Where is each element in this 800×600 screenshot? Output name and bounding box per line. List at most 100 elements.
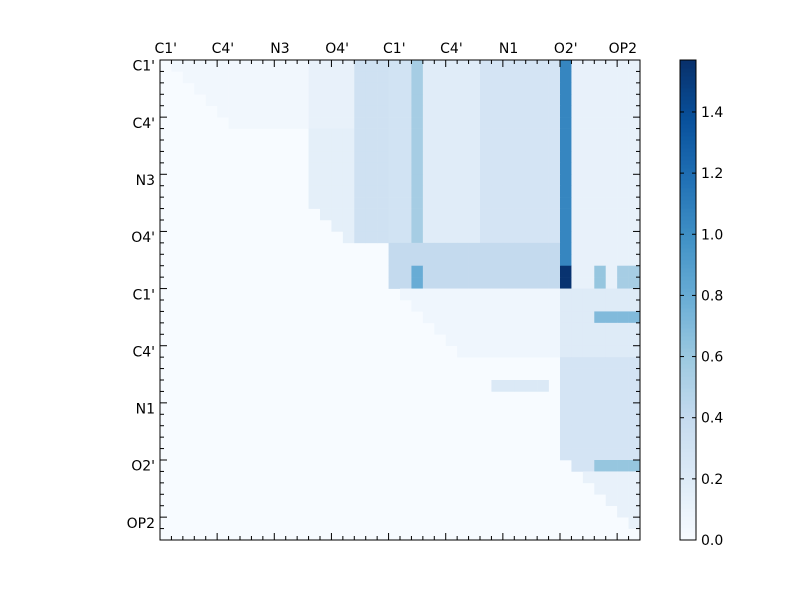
- heatmap-cell: [560, 82, 572, 95]
- heatmap-cell: [480, 82, 492, 95]
- heatmap-cell: [514, 322, 527, 335]
- heatmap-cell: [605, 494, 618, 507]
- heatmap-cell: [377, 105, 389, 118]
- heatmap-cell: [480, 254, 492, 267]
- heatmap-cell: [377, 140, 389, 152]
- heatmap-cell: [582, 94, 595, 107]
- heatmap-cell: [491, 254, 504, 267]
- heatmap-cell: [388, 60, 401, 72]
- heatmap-cell: [434, 174, 447, 187]
- heatmap-cell: [320, 105, 332, 118]
- heatmap-cell: [365, 197, 378, 209]
- heatmap-cell: [594, 254, 607, 267]
- colorbar-segment: [680, 108, 696, 113]
- heatmap-cell: [502, 265, 515, 278]
- heatmap-cell: [617, 174, 629, 187]
- heatmap-cell: [400, 277, 412, 289]
- heatmap-cell: [594, 174, 607, 187]
- heatmap-cell: [457, 117, 469, 129]
- colorbar-segment: [680, 380, 696, 385]
- colorbar-tick-label: 0.4: [701, 411, 723, 427]
- heatmap-cell: [388, 162, 401, 175]
- heatmap-cell: [411, 231, 424, 244]
- heatmap-cell: [514, 380, 527, 392]
- colorbar-segment: [680, 464, 696, 469]
- heatmap-cell: [582, 368, 595, 381]
- heatmap-cell: [560, 231, 572, 244]
- heatmap-cell: [571, 231, 584, 244]
- heatmap-cell: [445, 94, 458, 107]
- heatmap-cell: [422, 197, 435, 209]
- heatmap-cell: [457, 311, 469, 324]
- heatmap-cell: [297, 71, 309, 84]
- heatmap-cell: [537, 322, 549, 335]
- heatmap-cell: [308, 117, 321, 129]
- heatmap-cell: [548, 220, 561, 232]
- heatmap-cell: [560, 220, 572, 232]
- heatmap-cell: [342, 220, 355, 232]
- colorbar-segment: [680, 480, 696, 485]
- heatmap-cell: [514, 82, 527, 95]
- colorbar-segment: [680, 460, 696, 465]
- colorbar-segment: [680, 72, 696, 77]
- colorbar-segment: [680, 436, 696, 441]
- heatmap-cell: [377, 151, 389, 164]
- heatmap-cell: [571, 357, 584, 369]
- heatmap-cell: [434, 71, 447, 84]
- heatmap-cell: [354, 208, 367, 221]
- colorbar-segment: [680, 208, 696, 213]
- heatmap-cell: [582, 288, 595, 301]
- heatmap-cell: [445, 60, 458, 72]
- colorbar-segment: [680, 128, 696, 133]
- heatmap-cell: [491, 380, 504, 392]
- heatmap-cell: [468, 220, 481, 232]
- heatmap-cell: [617, 322, 629, 335]
- colorbar-segment: [680, 296, 696, 301]
- heatmap-cell: [582, 391, 595, 404]
- colorbar-segment: [680, 364, 696, 369]
- heatmap-cell: [491, 288, 504, 301]
- heatmap-cell: [480, 265, 492, 278]
- heatmap-cell: [342, 140, 355, 152]
- heatmap-cell: [377, 128, 389, 141]
- heatmap-cell: [548, 265, 561, 278]
- heatmap-cell: [354, 151, 367, 164]
- heatmap-cell: [480, 334, 492, 347]
- heatmap-cell: [628, 425, 641, 438]
- colorbar-segment: [680, 504, 696, 509]
- heatmap-cell: [457, 94, 469, 107]
- heatmap-cell: [594, 82, 607, 95]
- heatmap-cell: [525, 162, 538, 175]
- heatmap-cell: [354, 94, 367, 107]
- heatmap-cell: [605, 174, 618, 187]
- heatmap-cell: [560, 357, 572, 369]
- heatmap-cell: [594, 414, 607, 427]
- heatmap-cell: [617, 288, 629, 301]
- heatmap-cell: [342, 185, 355, 198]
- heatmap-cell: [468, 334, 481, 347]
- heatmap-cell: [571, 94, 584, 107]
- heatmap-cell: [571, 162, 584, 175]
- colorbar-segment: [680, 188, 696, 193]
- heatmap-cell: [411, 197, 424, 209]
- heatmap-cell: [617, 391, 629, 404]
- heatmap-cell: [434, 60, 447, 72]
- colorbar-segment: [680, 268, 696, 273]
- heatmap-cell: [502, 105, 515, 118]
- colorbar-segment: [680, 104, 696, 109]
- heatmap-cell: [411, 277, 424, 289]
- colorbar: 0.0 0.2 0.4 0.6 0.8 1.0 1.2 1.4: [679, 59, 723, 549]
- heatmap-cell: [548, 82, 561, 95]
- heatmap-cell: [365, 162, 378, 175]
- heatmap-cell: [205, 94, 218, 107]
- heatmap-cell: [468, 185, 481, 198]
- heatmap-cell: [605, 140, 618, 152]
- colorbar-segment: [680, 60, 696, 65]
- heatmap-cell: [411, 265, 424, 278]
- heatmap-cell: [388, 185, 401, 198]
- heatmap-cell: [628, 391, 641, 404]
- colorbar-segment: [680, 284, 696, 289]
- heatmap-cell: [365, 105, 378, 118]
- heatmap-cell: [628, 380, 641, 392]
- heatmap-cell: [388, 174, 401, 187]
